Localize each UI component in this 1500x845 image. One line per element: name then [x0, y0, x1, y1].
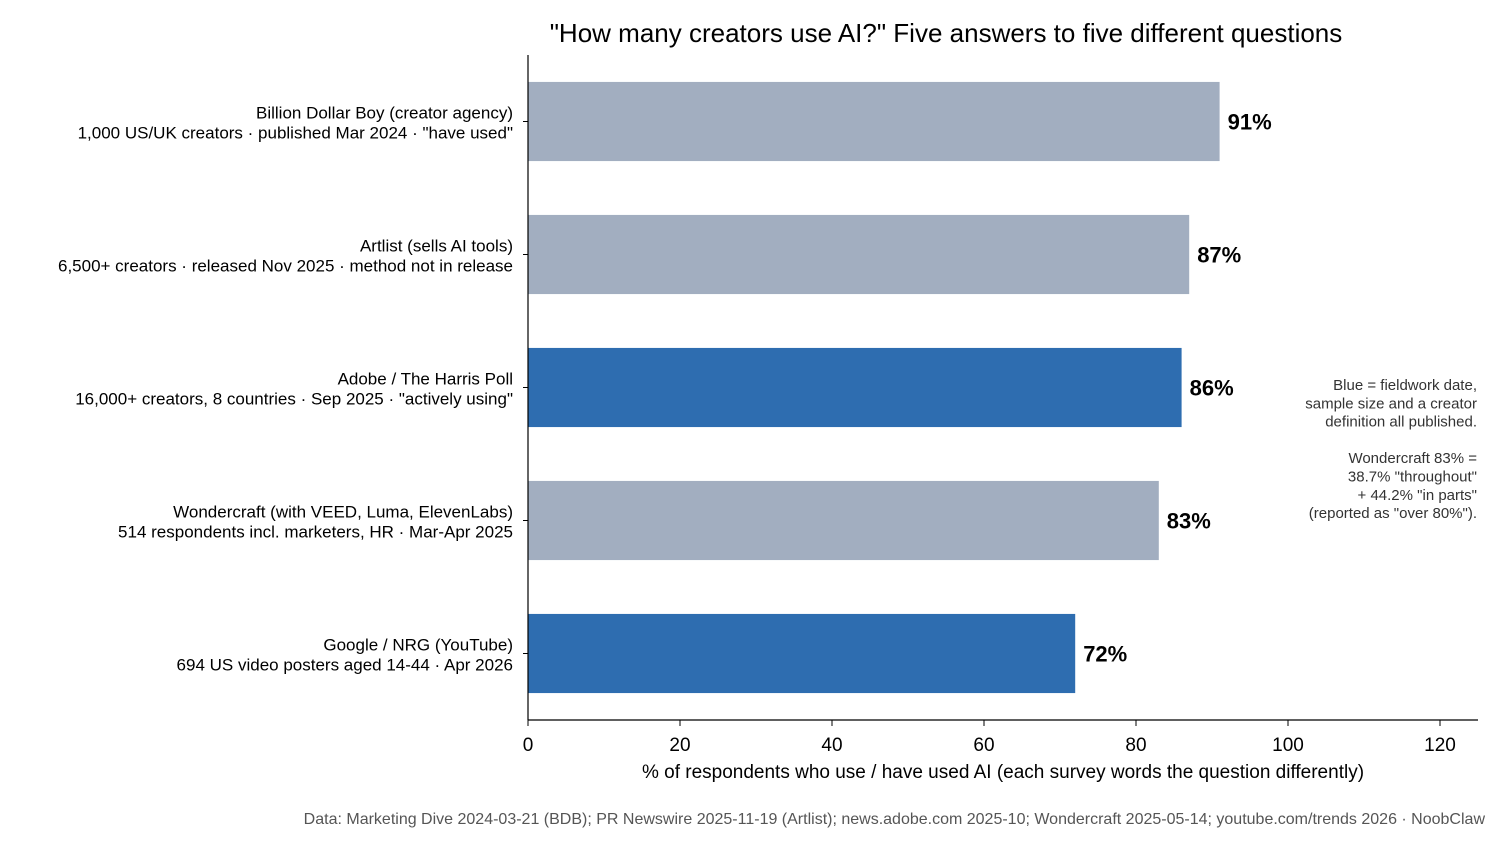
x-tick-label: 60 — [973, 735, 994, 756]
annotation: Blue = fieldwork date,sample size and a … — [1305, 377, 1477, 522]
bar — [528, 613, 1076, 694]
x-tick-label: 80 — [1125, 735, 1146, 756]
category-label-detail: 694 US video posters aged 14-44 · Apr 20… — [177, 656, 513, 675]
footer-source: Data: Marketing Dive 2024-03-21 (BDB); P… — [304, 811, 1486, 828]
category-label-title: Billion Dollar Boy (creator agency) — [256, 104, 513, 123]
bar-value-label: 86% — [1190, 376, 1234, 401]
category-label-detail: 1,000 US/UK creators · published Mar 202… — [78, 124, 513, 143]
x-axis-label: % of respondents who use / have used AI … — [642, 762, 1364, 783]
category-labels: Billion Dollar Boy (creator agency)1,000… — [58, 104, 513, 675]
annotation-line: 38.7% "throughout" — [1348, 469, 1477, 486]
axes: 0 20 40 60 80 100 120 — [523, 55, 1478, 756]
bar-value-label: 83% — [1167, 509, 1211, 534]
category-label-title: Google / NRG (YouTube) — [323, 636, 513, 655]
category-label-detail: 514 respondents incl. marketers, HR · Ma… — [118, 523, 513, 542]
x-tick-label: 100 — [1272, 735, 1304, 756]
x-tick-label: 20 — [669, 735, 690, 756]
bar-value-label: 91% — [1228, 110, 1272, 135]
x-tick-label: 120 — [1424, 735, 1456, 756]
bars-layer — [528, 81, 1220, 694]
bar — [528, 347, 1182, 428]
annotation-line: definition all published. — [1325, 414, 1477, 431]
value-labels: 91% 87% 86% 83% 72% — [1083, 110, 1271, 667]
annotation-line: sample size and a creator — [1305, 395, 1477, 412]
bar-value-label: 72% — [1083, 642, 1127, 667]
annotation-line: + 44.2% "in parts" — [1358, 487, 1477, 504]
category-label-title: Artlist (sells AI tools) — [360, 237, 513, 256]
bar — [528, 480, 1159, 561]
bar — [528, 81, 1220, 162]
annotation-line: Blue = fieldwork date, — [1333, 377, 1477, 394]
bar-value-label: 87% — [1197, 243, 1241, 268]
category-label-title: Adobe / The Harris Poll — [338, 370, 513, 389]
x-tick-label: 0 — [523, 735, 534, 756]
chart-title: "How many creators use AI?" Five answers… — [550, 18, 1343, 48]
annotation-line: Wondercraft 83% = — [1348, 450, 1477, 467]
x-tick-label: 40 — [821, 735, 842, 756]
category-label-detail: 16,000+ creators, 8 countries · Sep 2025… — [75, 390, 513, 409]
category-label-title: Wondercraft (with VEED, Luma, ElevenLabs… — [173, 503, 513, 522]
bar — [528, 214, 1190, 295]
annotation-line: (reported as "over 80%"). — [1309, 505, 1477, 522]
category-label-detail: 6,500+ creators · released Nov 2025 · me… — [58, 257, 513, 276]
